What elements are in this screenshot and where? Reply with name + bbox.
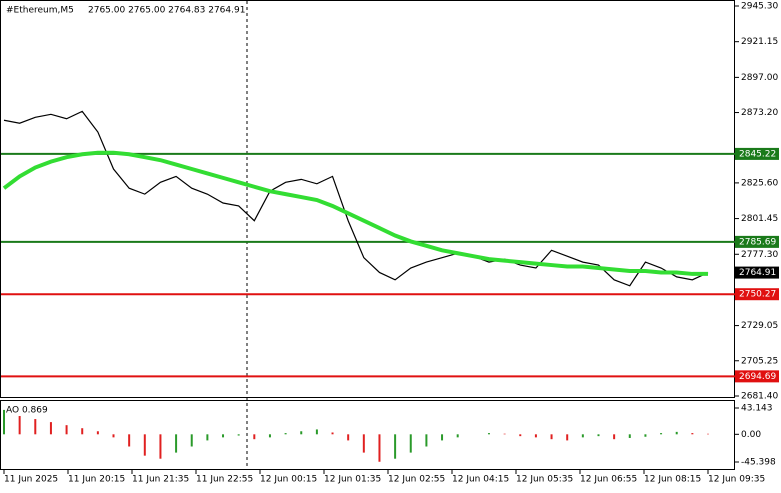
y-tick-label: 2921.15	[741, 37, 778, 47]
ind-tick-label: 43.143	[741, 404, 773, 414]
level-label: 2694.69	[739, 372, 776, 382]
level-label: 2750.27	[739, 290, 776, 300]
moving-average	[2, 150, 708, 276]
level-tag	[735, 235, 779, 248]
indicator-name: AO 0.869	[6, 406, 48, 416]
symbol: #Ethereum,M5	[6, 6, 74, 16]
x-tick-label: 11 Jun 20:15	[68, 475, 125, 485]
price-panel	[0, 0, 735, 398]
y-tick-label: 2801.45	[741, 214, 778, 224]
y-tick-label: 2729.05	[741, 321, 778, 331]
level-tag	[735, 370, 779, 383]
x-tick-label: 11 Jun 21:35	[132, 475, 189, 485]
x-tick-label: 12 Jun 01:35	[324, 475, 381, 485]
level-tag	[735, 288, 779, 301]
x-tick-label: 12 Jun 00:15	[260, 475, 317, 485]
indicator-panel	[0, 400, 735, 470]
level-tag	[735, 147, 779, 160]
ind-tick-label: 0.00	[741, 430, 761, 440]
y-tick-label: 2945.30	[741, 2, 778, 12]
ohlc: 2765.00 2765.00 2764.83 2764.91	[88, 6, 245, 16]
x-tick-label: 12 Jun 08:15	[644, 475, 701, 485]
y-tick-label: 2825.60	[741, 178, 778, 188]
x-tick-label: 12 Jun 02:55	[388, 475, 445, 485]
x-tick-label: 12 Jun 09:35	[708, 475, 765, 485]
y-tick-label: 2897.00	[741, 73, 778, 83]
x-tick-label: 11 Jun 2025	[4, 475, 58, 485]
current-tag	[735, 266, 779, 279]
x-tick-label: 12 Jun 04:15	[452, 475, 509, 485]
x-tick-label: 12 Jun 05:35	[516, 475, 573, 485]
y-tick-label: 2705.25	[741, 356, 778, 366]
y-tick-label: 2681.40	[741, 392, 778, 402]
x-tick-label: 11 Jun 22:55	[196, 475, 253, 485]
y-tick-label: 2777.30	[741, 250, 778, 260]
price-line	[3, 110, 709, 287]
level-label: 2785.69	[739, 237, 776, 247]
current-label: 2764.91	[739, 268, 776, 278]
level-label: 2845.22	[739, 149, 776, 159]
ind-tick-label: -45.398	[741, 458, 776, 468]
x-tick-label: 12 Jun 06:55	[580, 475, 637, 485]
y-tick-label: 2873.20	[741, 108, 778, 118]
